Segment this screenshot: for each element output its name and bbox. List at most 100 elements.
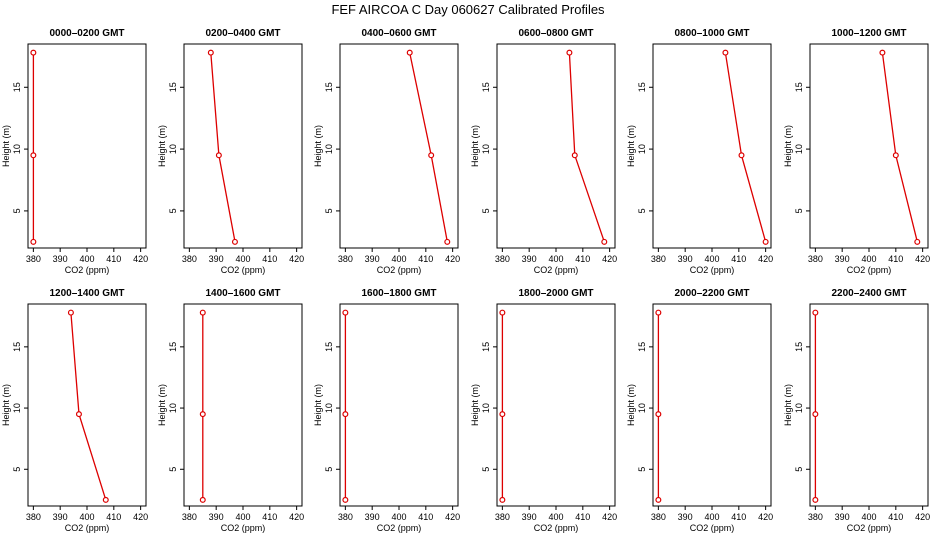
data-point: [199, 411, 206, 418]
panel-title: 0000–0200 GMT: [49, 28, 124, 39]
x-axis-label: CO2 (ppm): [377, 265, 422, 275]
profile-line: [881, 52, 918, 242]
y-axis-label: Height (m): [313, 384, 323, 426]
data-point: [231, 238, 238, 245]
x-tick-label: 400: [235, 254, 250, 264]
x-axis-label: CO2 (ppm): [65, 265, 110, 275]
x-tick-label: 420: [915, 254, 930, 264]
data-point: [342, 411, 349, 418]
x-tick-label: 410: [731, 512, 746, 522]
y-tick-label: 15: [637, 82, 647, 92]
panel-12: 2200–2400 GMT 380 390 400 410 420 CO2 (ppm) 5 10…: [783, 288, 930, 533]
panel-title: 1800–2000 GMT: [518, 288, 593, 299]
y-tick-label: 10: [12, 403, 22, 413]
y-tick-label: 15: [168, 82, 178, 92]
x-tick-label: 420: [758, 512, 773, 522]
x-tick-label: 390: [678, 512, 693, 522]
x-tick-label: 390: [53, 254, 68, 264]
data-point: [762, 238, 769, 245]
x-tick-label: 390: [522, 512, 537, 522]
x-tick-label: 410: [575, 512, 590, 522]
x-tick-label: 390: [209, 254, 224, 264]
x-tick-label: 400: [79, 512, 94, 522]
y-tick-label: 5: [168, 467, 178, 472]
y-tick-label: 5: [481, 208, 491, 213]
panel-5: 0800–1000 GMT 380 390 400 410 420 CO2 (ppm) 5 10…: [626, 28, 773, 275]
x-tick-label: 400: [235, 512, 250, 522]
y-axis-label: Height (m): [1, 125, 11, 167]
data-point: [499, 309, 506, 316]
y-axis-label: Height (m): [626, 125, 636, 167]
x-tick-label: 400: [861, 254, 876, 264]
x-tick-label: 420: [915, 512, 930, 522]
y-tick-label: 10: [481, 403, 491, 413]
data-point: [738, 152, 745, 159]
data-point: [428, 152, 435, 159]
panel-title: 1000–1200 GMT: [831, 28, 906, 39]
x-tick-label: 380: [182, 254, 197, 264]
x-tick-label: 390: [365, 254, 380, 264]
profile-line: [70, 312, 107, 501]
data-point: [30, 49, 37, 56]
x-tick-label: 420: [602, 254, 617, 264]
y-tick-label: 15: [12, 82, 22, 92]
x-tick-label: 420: [133, 512, 148, 522]
x-tick-label: 400: [704, 512, 719, 522]
data-point: [215, 152, 222, 159]
y-tick-label: 5: [794, 467, 804, 472]
plot-frame: [652, 43, 772, 249]
x-axis-label: CO2 (ppm): [221, 523, 266, 533]
x-tick-label: 390: [835, 512, 850, 522]
panel-11: 2000–2200 GMT 380 390 400 410 420 CO2 (ppm) 5 10…: [626, 288, 773, 533]
y-tick-label: 10: [637, 403, 647, 413]
y-tick-label: 10: [168, 144, 178, 154]
y-tick-label: 10: [12, 144, 22, 154]
data-point: [67, 309, 74, 316]
profile-line: [724, 52, 767, 242]
y-axis-label: Height (m): [1, 384, 11, 426]
plot-frame: [339, 303, 459, 507]
data-point: [406, 49, 413, 56]
y-tick-label: 5: [637, 208, 647, 213]
data-point: [102, 496, 109, 503]
panel-title: 1600–1800 GMT: [361, 288, 436, 299]
y-tick-label: 5: [12, 208, 22, 213]
x-tick-label: 410: [575, 254, 590, 264]
x-tick-label: 400: [861, 512, 876, 522]
y-tick-label: 10: [481, 144, 491, 154]
panel-6: 1000–1200 GMT 380 390 400 410 420 CO2 (ppm) 5 10…: [783, 28, 930, 275]
data-point: [601, 238, 608, 245]
plot-frame: [496, 43, 616, 249]
x-tick-label: 380: [651, 254, 666, 264]
y-tick-label: 10: [324, 403, 334, 413]
x-axis-label: CO2 (ppm): [534, 265, 579, 275]
y-axis-label: Height (m): [783, 125, 793, 167]
x-tick-label: 390: [53, 512, 68, 522]
panel-8: 1400–1600 GMT 380 390 400 410 420 CO2 (ppm) 5 10…: [157, 288, 304, 533]
x-tick-label: 390: [209, 512, 224, 522]
x-axis-label: CO2 (ppm): [65, 523, 110, 533]
x-tick-label: 410: [731, 254, 746, 264]
panel-4: 0600–0800 GMT 380 390 400 410 420 CO2 (ppm) 5 10…: [470, 28, 617, 275]
x-tick-label: 410: [106, 512, 121, 522]
data-point: [655, 496, 662, 503]
y-tick-label: 10: [794, 403, 804, 413]
panel-9: 1600–1800 GMT 380 390 400 410 420 CO2 (ppm) 5 10…: [313, 288, 460, 533]
x-tick-label: 410: [106, 254, 121, 264]
y-tick-label: 5: [794, 208, 804, 213]
data-point: [207, 49, 214, 56]
figure-title: FEF AIRCOA C Day 060627 Calibrated Profi…: [331, 2, 605, 17]
data-point: [444, 238, 451, 245]
x-tick-label: 420: [758, 254, 773, 264]
data-point: [30, 238, 37, 245]
x-tick-label: 420: [133, 254, 148, 264]
plot-frame: [27, 43, 147, 249]
data-point: [199, 496, 206, 503]
x-tick-label: 410: [888, 512, 903, 522]
panel-title: 0200–0400 GMT: [205, 28, 280, 39]
y-tick-label: 15: [324, 342, 334, 352]
plot-frame: [339, 43, 459, 249]
data-point: [812, 496, 819, 503]
